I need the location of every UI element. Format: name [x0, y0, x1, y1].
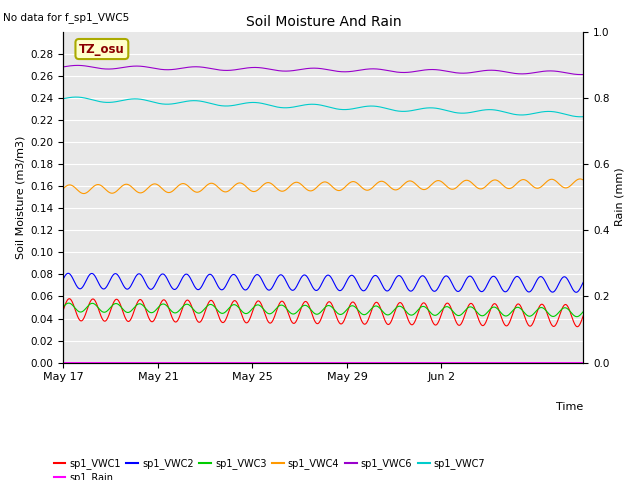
Y-axis label: Rain (mm): Rain (mm)	[615, 168, 625, 227]
Text: No data for f_sp1_VWC5: No data for f_sp1_VWC5	[3, 12, 129, 23]
Text: Time: Time	[556, 402, 583, 412]
Legend: sp1_Rain: sp1_Rain	[50, 468, 117, 480]
Legend: sp1_VWC1, sp1_VWC2, sp1_VWC3, sp1_VWC4, sp1_VWC6, sp1_VWC7: sp1_VWC1, sp1_VWC2, sp1_VWC3, sp1_VWC4, …	[50, 454, 489, 473]
Title: Soil Moisture And Rain: Soil Moisture And Rain	[246, 15, 401, 29]
Y-axis label: Soil Moisture (m3/m3): Soil Moisture (m3/m3)	[15, 135, 25, 259]
Text: TZ_osu: TZ_osu	[79, 43, 125, 56]
